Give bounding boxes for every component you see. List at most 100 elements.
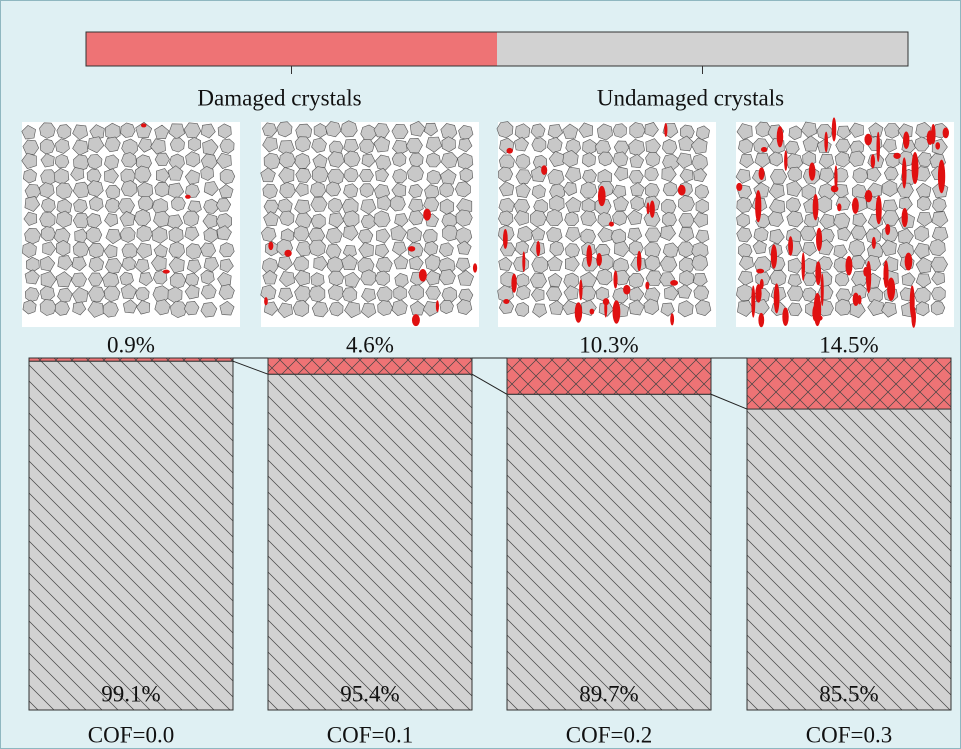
- crystal: [531, 226, 546, 241]
- damage-spot: [834, 165, 838, 190]
- crystal: [565, 196, 582, 213]
- crystal: [514, 136, 529, 152]
- crystal: [563, 272, 580, 289]
- damage-spot: [784, 150, 788, 171]
- damage-spot: [870, 154, 876, 169]
- crystal: [169, 137, 185, 153]
- crystal: [787, 257, 804, 274]
- crystal: [71, 256, 87, 272]
- crystal: [373, 136, 391, 153]
- crystal: [39, 299, 57, 316]
- damage-spot: [885, 223, 891, 236]
- crystal: [769, 169, 788, 185]
- crystal: [597, 212, 613, 227]
- crystal: [660, 225, 676, 241]
- crystal: [310, 272, 325, 288]
- damage-spot: [636, 250, 642, 272]
- value-label: 89.7%: [579, 681, 638, 706]
- crystal: [425, 152, 441, 168]
- crystal: [88, 242, 105, 259]
- crystal: [200, 242, 217, 258]
- crystal: [89, 124, 105, 140]
- crystal: [661, 211, 677, 227]
- damage-spot: [162, 269, 170, 274]
- crystal: [344, 150, 361, 168]
- crystal: [644, 254, 661, 272]
- crystal: [645, 151, 661, 168]
- crystal: [203, 257, 220, 273]
- bar-segment: [267, 373, 473, 711]
- crystal: [408, 198, 424, 214]
- crystal: [424, 184, 440, 200]
- crystal: [425, 285, 441, 300]
- damage-spot: [808, 162, 816, 181]
- crystal: [515, 169, 532, 184]
- damage-spot: [903, 131, 910, 149]
- bar-segment: [28, 357, 234, 362]
- crystal: [914, 225, 930, 242]
- crystal: [53, 168, 70, 185]
- damage-spot: [930, 123, 936, 145]
- crystal: [834, 151, 851, 168]
- crystal: [679, 168, 694, 183]
- crystal: [218, 284, 235, 300]
- crystal: [328, 212, 345, 229]
- crystal: [737, 300, 754, 317]
- crystal: [102, 301, 119, 318]
- crystal: [612, 210, 628, 226]
- crystal: [458, 138, 473, 153]
- damage-spot: [851, 197, 859, 214]
- crystal: [202, 139, 219, 156]
- crystal: [514, 302, 530, 317]
- crystal: [547, 124, 564, 140]
- crystal: [119, 227, 136, 243]
- crystal: [690, 137, 708, 155]
- crystal: [455, 257, 471, 272]
- damage-spot: [411, 314, 420, 327]
- crystal: [819, 167, 836, 184]
- crystal: [295, 167, 312, 183]
- crystal: [155, 168, 170, 183]
- crystal: [564, 166, 582, 184]
- crystal: [262, 183, 278, 200]
- crystal: [695, 198, 709, 214]
- crystal: [407, 165, 424, 183]
- crystal: [549, 183, 566, 200]
- crystal: [928, 239, 946, 257]
- value-label: 14.5%: [819, 332, 878, 357]
- damage-spot: [816, 227, 823, 252]
- crystal: [882, 138, 897, 153]
- crystal: [187, 200, 202, 215]
- crystal: [154, 181, 170, 198]
- crystal: [72, 181, 91, 199]
- crystal: [292, 300, 310, 317]
- damage-spot: [646, 202, 650, 215]
- crystal: [138, 272, 153, 287]
- crystal: [373, 210, 391, 228]
- crystal: [42, 241, 57, 256]
- crystal: [676, 152, 693, 169]
- crystal: [497, 284, 514, 303]
- crystal: [168, 226, 184, 244]
- crystal: [328, 270, 345, 287]
- crystal: [548, 151, 565, 167]
- damage-spot: [864, 133, 872, 146]
- damage-spot: [831, 117, 837, 142]
- crystal: [439, 182, 455, 198]
- damage-spot: [820, 273, 824, 307]
- crystal: [738, 255, 754, 271]
- crystal: [341, 254, 358, 271]
- crystal: [277, 256, 293, 271]
- crystal: [531, 184, 546, 200]
- crystal: [882, 179, 898, 197]
- crystal: [105, 228, 122, 245]
- crystal: [72, 139, 89, 156]
- damage-spot: [871, 236, 876, 249]
- bar-segment: [267, 357, 473, 375]
- damage-spot: [264, 297, 268, 306]
- crystal: [359, 168, 374, 183]
- crystal: [423, 241, 439, 256]
- crystal: [327, 284, 345, 302]
- crystal: [39, 182, 55, 199]
- crystal: [24, 196, 41, 212]
